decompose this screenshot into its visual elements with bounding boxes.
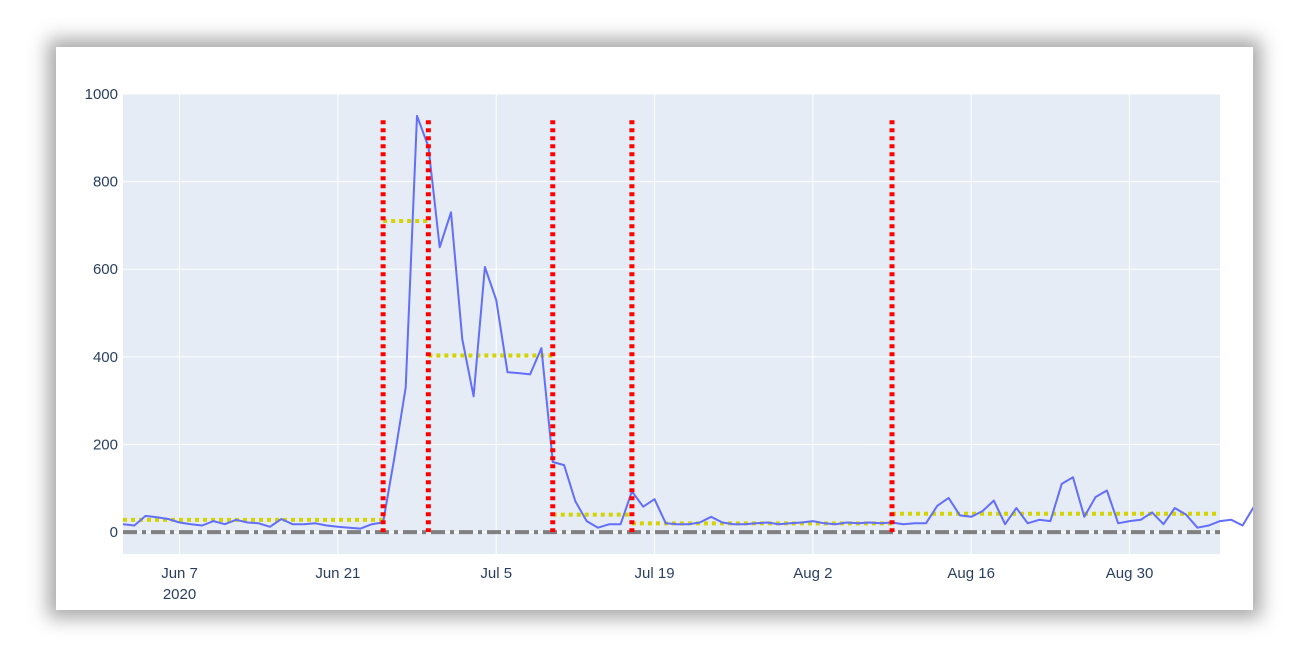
grid-lines xyxy=(123,93,1220,554)
x-tick-label: Jun 7 xyxy=(161,565,198,582)
x-tick-label: Aug 16 xyxy=(947,565,995,582)
y-tick-label: 800 xyxy=(93,174,118,191)
y-tick-label: 400 xyxy=(93,349,118,366)
y-tick-label: 600 xyxy=(93,261,118,278)
x-tick-year-label: 2020 xyxy=(163,586,196,603)
x-tick-label: Jun 21 xyxy=(315,565,360,582)
y-tick-label: 0 xyxy=(110,524,118,541)
x-tick-label: Jul 5 xyxy=(480,565,512,582)
x-tick-label: Aug 2 xyxy=(793,565,832,582)
x-axis: Jun 7 2020 Jun 21 Jul 5 Jul 19 Aug 2 Aug 16 Aug… xyxy=(161,565,1153,603)
x-tick-label: Jul 19 xyxy=(635,565,675,582)
plot-area xyxy=(123,94,1220,554)
chart-frame: 0 200 400 600 800 1000 Jun 7 2020 Jun 21 Jul 5 Ju… xyxy=(56,47,1253,610)
y-tick-label: 1000 xyxy=(85,86,118,103)
series-line xyxy=(122,114,1253,530)
series-layer xyxy=(122,114,1253,530)
y-tick-label: 200 xyxy=(93,436,118,453)
y-axis: 0 200 400 600 800 1000 xyxy=(85,86,118,541)
x-tick-label: Aug 30 xyxy=(1106,565,1154,582)
